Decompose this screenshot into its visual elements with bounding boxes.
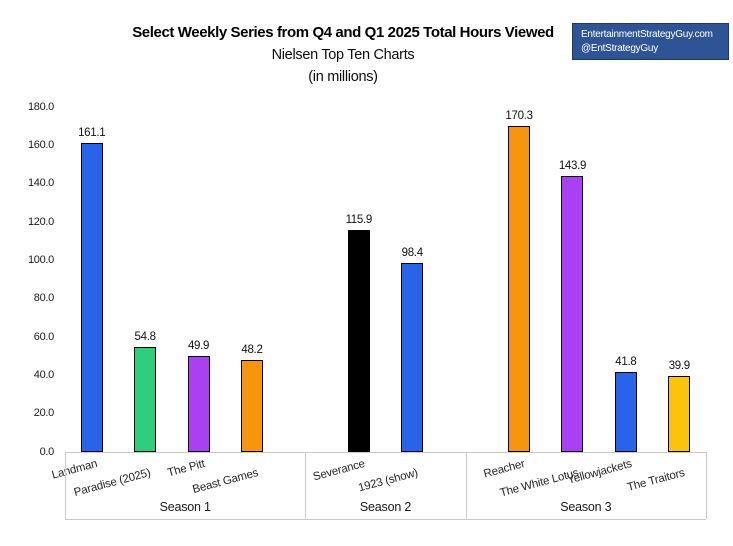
bar-severance [347,229,370,452]
group-divider-line [706,452,707,519]
bar-beast-games [240,359,263,452]
group-label-season-3: Season 3 [560,500,612,514]
bar-value-label: 48.2 [241,343,263,356]
chart-header: Select Weekly Series from Q4 and Q1 2025… [0,21,686,88]
chart-subtitle: Nielsen Top Ten Charts [271,47,415,63]
bar-value-label: 49.9 [187,340,210,353]
category-label-landman: Landman [50,458,99,482]
category-label-1923-show: 1923 (show) [357,467,420,495]
bar-value-label: 41.8 [615,355,637,368]
y-axis-tick-label: 140.0 [27,177,54,190]
bar-value-label: 170.3 [505,109,533,122]
badge-handle-line: @EntStrategyGuy [581,42,658,54]
y-axis-tick-label: 20.0 [33,407,55,420]
bar-yellowjackets [614,371,637,452]
bar-paradise-2025 [134,346,157,452]
y-axis-tick-label: 80.0 [33,292,55,305]
y-axis-tick-label: 100.0 [27,253,54,266]
group-label-season-1: Season 1 [159,500,211,514]
category-label-yellowjackets: Yellowjackets [566,458,633,487]
category-label-reacher: Reacher [482,458,527,481]
bar-value-label: 98.4 [401,247,423,260]
bar-reacher [508,125,531,452]
y-axis-tick-label: 180.0 [27,100,54,113]
bar-the-traitors [668,375,691,452]
watermark-badge: EntertainmentStrategyGuy.com @EntStrateg… [572,23,729,60]
bar-landman [80,143,103,452]
chart-title: Select Weekly Series from Q4 and Q1 2025… [132,24,554,41]
y-axis-tick-label: 40.0 [33,368,55,381]
chart-units-label: (in millions) [308,69,378,85]
group-divider-line [305,452,307,519]
badge-site-line: EntertainmentStrategyGuy.com [581,29,713,40]
bar-value-label: 39.9 [668,359,690,372]
y-axis-tick-label: 60.0 [33,330,55,343]
category-label-the-pitt: The Pitt [165,458,206,480]
category-label-severance: Severance [311,458,366,484]
y-axis-tick-label: 160.0 [27,138,54,151]
bar-the-white-lotus [561,176,584,452]
group-divider-line [465,452,467,519]
category-label-the-traitors: The Traitors [626,467,687,494]
bar-value-label: 143.9 [558,160,587,173]
bar-value-label: 115.9 [345,213,373,226]
label-area-bottom-line [65,519,706,520]
group-divider-line [65,452,66,519]
y-axis-tick-label: 0.0 [39,445,55,458]
bar-value-label: 161.1 [78,127,106,140]
bar-1923-show [401,263,424,452]
bar-the-pitt [187,356,210,452]
group-label-season-2: Season 2 [359,500,412,514]
y-axis-tick-label: 120.0 [27,215,54,228]
bar-value-label: 54.8 [134,330,156,343]
x-axis-line [65,452,706,453]
